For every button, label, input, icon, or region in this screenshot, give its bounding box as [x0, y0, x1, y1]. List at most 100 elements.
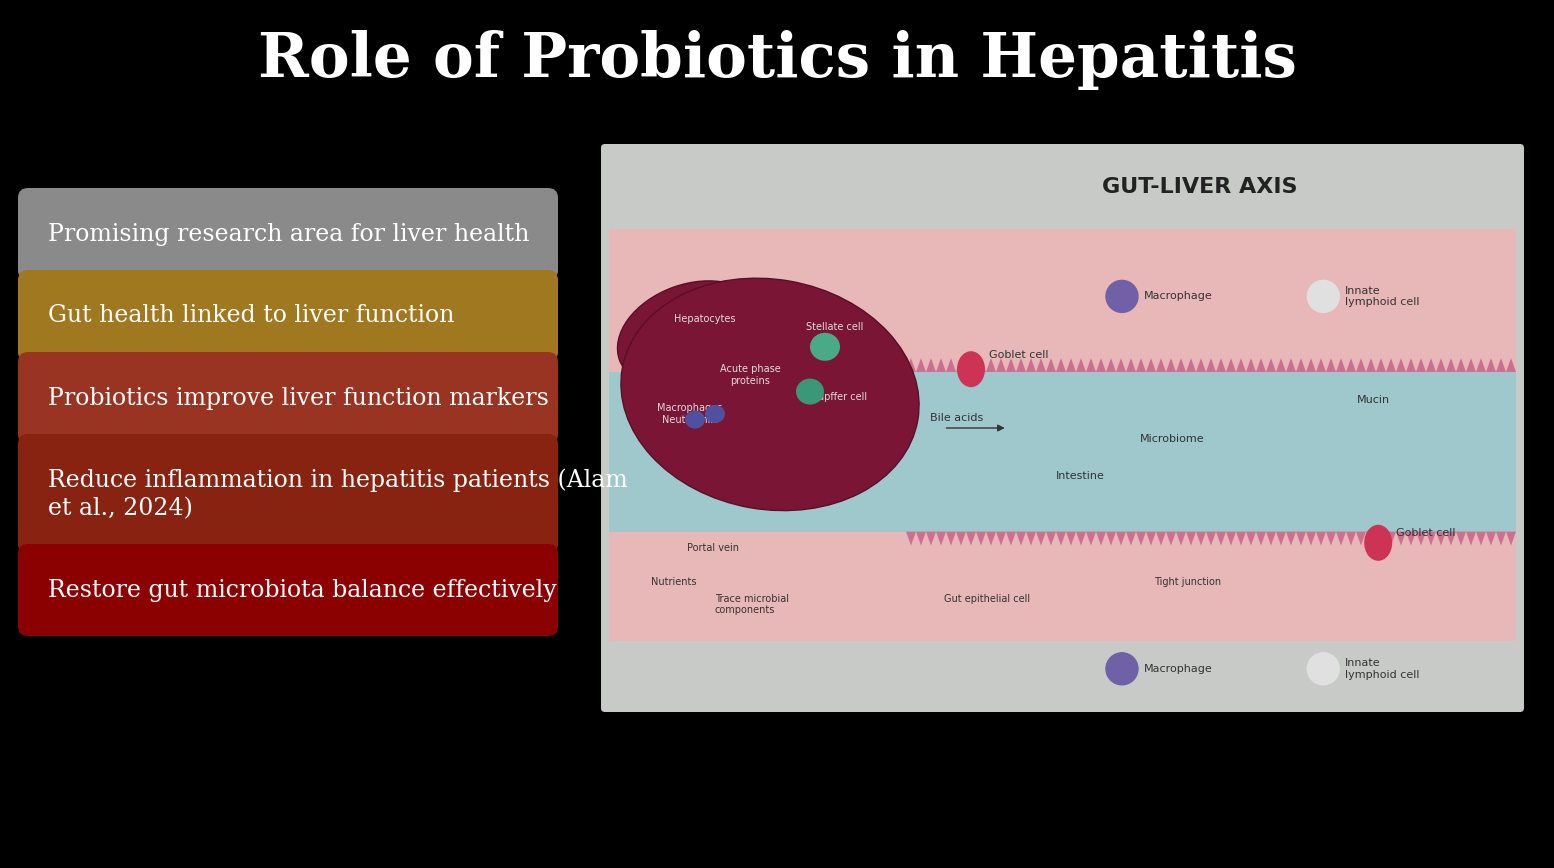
Polygon shape [1486, 531, 1497, 546]
Polygon shape [1057, 358, 1066, 372]
Polygon shape [1116, 358, 1127, 372]
Text: Bile acids: Bile acids [929, 413, 984, 423]
Polygon shape [1005, 531, 1016, 546]
Polygon shape [936, 531, 946, 546]
Text: Mucin: Mucin [1357, 395, 1391, 405]
Polygon shape [1267, 358, 1276, 372]
Polygon shape [1357, 531, 1366, 546]
Text: Probiotics improve liver function markers: Probiotics improve liver function marker… [48, 386, 549, 410]
Polygon shape [946, 358, 956, 372]
Text: Reduce inflammation in hepatitis patients (Alam
et al., 2024): Reduce inflammation in hepatitis patient… [48, 468, 628, 520]
Polygon shape [906, 358, 915, 372]
Polygon shape [1106, 358, 1116, 372]
Polygon shape [1386, 531, 1395, 546]
Polygon shape [1037, 358, 1046, 372]
Polygon shape [1186, 531, 1197, 546]
Polygon shape [1506, 358, 1517, 372]
Polygon shape [1176, 531, 1186, 546]
Polygon shape [1235, 358, 1246, 372]
Polygon shape [1416, 531, 1427, 546]
Polygon shape [1127, 531, 1136, 546]
Polygon shape [1506, 531, 1517, 546]
Text: Restore gut microbiota balance effectively: Restore gut microbiota balance effective… [48, 578, 556, 602]
Text: Promising research area for liver health: Promising research area for liver health [48, 222, 530, 246]
Text: Gut epithelial cell: Gut epithelial cell [943, 594, 1030, 604]
Polygon shape [1316, 358, 1326, 372]
Polygon shape [1386, 358, 1395, 372]
Polygon shape [1357, 358, 1366, 372]
Polygon shape [1427, 358, 1436, 372]
Text: Stellate cell: Stellate cell [807, 322, 864, 332]
Polygon shape [1406, 531, 1416, 546]
Polygon shape [1497, 358, 1506, 372]
Polygon shape [946, 531, 956, 546]
Polygon shape [1246, 358, 1256, 372]
Polygon shape [1046, 358, 1057, 372]
Polygon shape [1075, 358, 1086, 372]
Polygon shape [1406, 358, 1416, 372]
Polygon shape [1305, 358, 1316, 372]
Ellipse shape [622, 278, 918, 510]
Polygon shape [1197, 358, 1206, 372]
Polygon shape [1395, 531, 1406, 546]
FancyBboxPatch shape [19, 434, 558, 554]
Polygon shape [1206, 358, 1215, 372]
Text: Innate
lymphoid cell: Innate lymphoid cell [1346, 286, 1420, 307]
Polygon shape [1246, 531, 1256, 546]
Polygon shape [1436, 531, 1447, 546]
Ellipse shape [957, 352, 985, 387]
Polygon shape [1166, 358, 1176, 372]
Polygon shape [926, 531, 936, 546]
Polygon shape [1127, 358, 1136, 372]
Text: Innate
lymphoid cell: Innate lymphoid cell [1346, 658, 1420, 680]
Circle shape [1307, 653, 1340, 685]
Polygon shape [1166, 531, 1176, 546]
Text: Gut health linked to liver function: Gut health linked to liver function [48, 305, 454, 327]
Text: Intestine: Intestine [1057, 470, 1105, 481]
Polygon shape [1375, 531, 1386, 546]
Polygon shape [1096, 358, 1106, 372]
Ellipse shape [1364, 525, 1392, 561]
FancyBboxPatch shape [19, 544, 558, 636]
Polygon shape [1456, 358, 1465, 372]
Text: Macrophage: Macrophage [1144, 292, 1212, 301]
Polygon shape [1156, 358, 1166, 372]
Polygon shape [1497, 531, 1506, 546]
Polygon shape [1075, 531, 1086, 546]
Ellipse shape [796, 378, 824, 404]
Polygon shape [1136, 358, 1145, 372]
Polygon shape [1096, 531, 1106, 546]
FancyBboxPatch shape [601, 144, 1524, 712]
Text: Tight junction: Tight junction [1155, 577, 1221, 587]
Polygon shape [936, 358, 946, 372]
Polygon shape [1395, 358, 1406, 372]
Polygon shape [1296, 531, 1305, 546]
Polygon shape [1057, 531, 1066, 546]
Polygon shape [1116, 531, 1127, 546]
Polygon shape [915, 358, 926, 372]
Polygon shape [1197, 531, 1206, 546]
Polygon shape [915, 531, 926, 546]
Polygon shape [1026, 531, 1037, 546]
Polygon shape [1145, 358, 1156, 372]
Polygon shape [1156, 531, 1166, 546]
Text: Macrophages
Neutrophils: Macrophages Neutrophils [657, 404, 723, 424]
Polygon shape [976, 358, 985, 372]
Polygon shape [996, 358, 1005, 372]
Polygon shape [996, 531, 1005, 546]
Polygon shape [1226, 531, 1235, 546]
Polygon shape [1235, 531, 1246, 546]
Text: Goblet cell: Goblet cell [988, 350, 1049, 360]
Polygon shape [1326, 358, 1336, 372]
Ellipse shape [810, 332, 841, 361]
Circle shape [1106, 280, 1138, 312]
Text: Kupffer cell: Kupffer cell [813, 392, 867, 402]
Polygon shape [926, 358, 936, 372]
Polygon shape [1296, 358, 1305, 372]
Polygon shape [1336, 531, 1346, 546]
Ellipse shape [685, 411, 706, 429]
Text: Hepatocytes: Hepatocytes [674, 314, 735, 324]
Polygon shape [1476, 358, 1486, 372]
Polygon shape [1226, 358, 1235, 372]
Text: Nutrients: Nutrients [651, 577, 696, 587]
